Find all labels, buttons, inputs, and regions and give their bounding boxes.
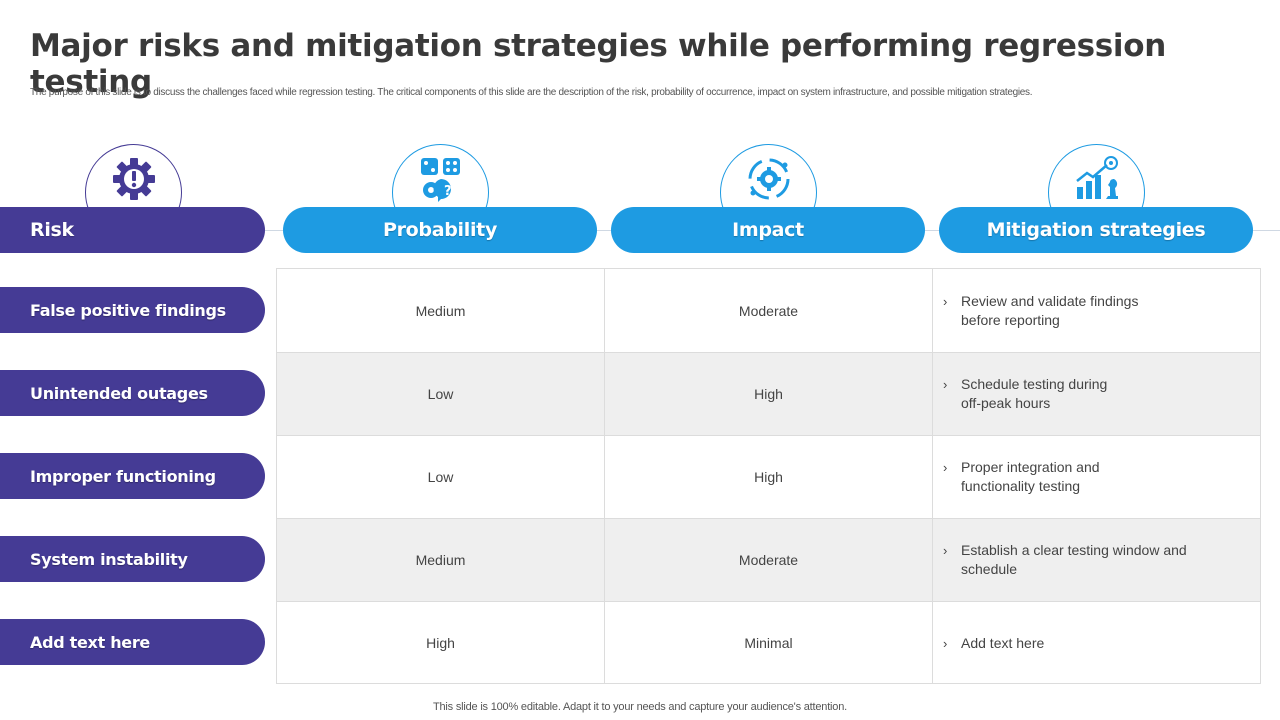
probability-cell: High (277, 602, 605, 684)
chevron-right-icon: › (943, 377, 948, 392)
impact-header: Impact (611, 207, 925, 253)
risk-header: Risk (0, 207, 265, 253)
dice-question-icon: ? (420, 158, 460, 202)
mitigation-line: Proper integration and (961, 459, 1100, 475)
risk-table: Medium Moderate › Review and validate fi… (276, 268, 1261, 684)
mitigation-cell: › Add text here (933, 602, 1260, 684)
target-gear-icon (748, 158, 789, 200)
probability-cell: Low (277, 436, 605, 518)
probability-cell: Low (277, 353, 605, 435)
probability-cell: Medium (277, 269, 605, 352)
probability-cell: Medium (277, 519, 605, 601)
mitigation-cell: › Schedule testing during off-peak hours (933, 353, 1260, 435)
mitigation-header: Mitigation strategies (939, 207, 1253, 253)
chevron-right-icon: › (943, 635, 948, 651)
footer-note: This slide is 100% editable. Adapt it to… (433, 701, 847, 713)
impact-cell: Moderate (605, 519, 933, 601)
impact-cell: Moderate (605, 269, 933, 352)
gear-warning-icon (112, 158, 155, 200)
risk-label: Add text here (0, 619, 265, 665)
mitigation-line: Review and validate findings (961, 292, 1139, 309)
mitigation-cell: › Establish a clear testing window and sc… (933, 519, 1260, 601)
chevron-right-icon: › (943, 293, 948, 309)
chevron-right-icon: › (943, 460, 948, 475)
risk-label: Unintended outages (0, 370, 265, 416)
risk-label: System instability (0, 536, 265, 582)
table-row: Medium Moderate › Establish a clear test… (277, 518, 1260, 601)
impact-cell: Minimal (605, 602, 933, 684)
table-row: Low High › Schedule testing during off-pe… (277, 352, 1260, 435)
mitigation-line: schedule (961, 561, 1018, 577)
mitigation-line: off-peak hours (961, 395, 1051, 411)
impact-cell: High (605, 353, 933, 435)
mitigation-line: before reporting (961, 311, 1060, 328)
risk-label: False positive findings (0, 287, 265, 333)
table-row: High Minimal › Add text here (277, 601, 1260, 684)
impact-cell: High (605, 436, 933, 518)
growth-chart-chess-icon (1075, 156, 1118, 199)
risk-label: Improper functioning (0, 453, 265, 499)
chevron-right-icon: › (943, 543, 948, 558)
table-row: Low High › Proper integration and functio… (277, 435, 1260, 518)
mitigation-line: Add text here (961, 634, 1045, 651)
mitigation-cell: › Review and validate findings before rep… (933, 269, 1260, 352)
svg-text:?: ? (444, 184, 452, 199)
page-subtitle: The purpose of this slide is to discuss … (30, 87, 1033, 98)
probability-header: Probability (283, 207, 597, 253)
page-title: Major risks and mitigation strategies wh… (30, 28, 1167, 100)
table-row: Medium Moderate › Review and validate fi… (277, 269, 1260, 352)
mitigation-line: functionality testing (961, 478, 1081, 494)
mitigation-line: Schedule testing during (961, 376, 1108, 392)
mitigation-line: Establish a clear testing window and (961, 542, 1187, 558)
mitigation-cell: › Proper integration and functionality te… (933, 436, 1260, 518)
